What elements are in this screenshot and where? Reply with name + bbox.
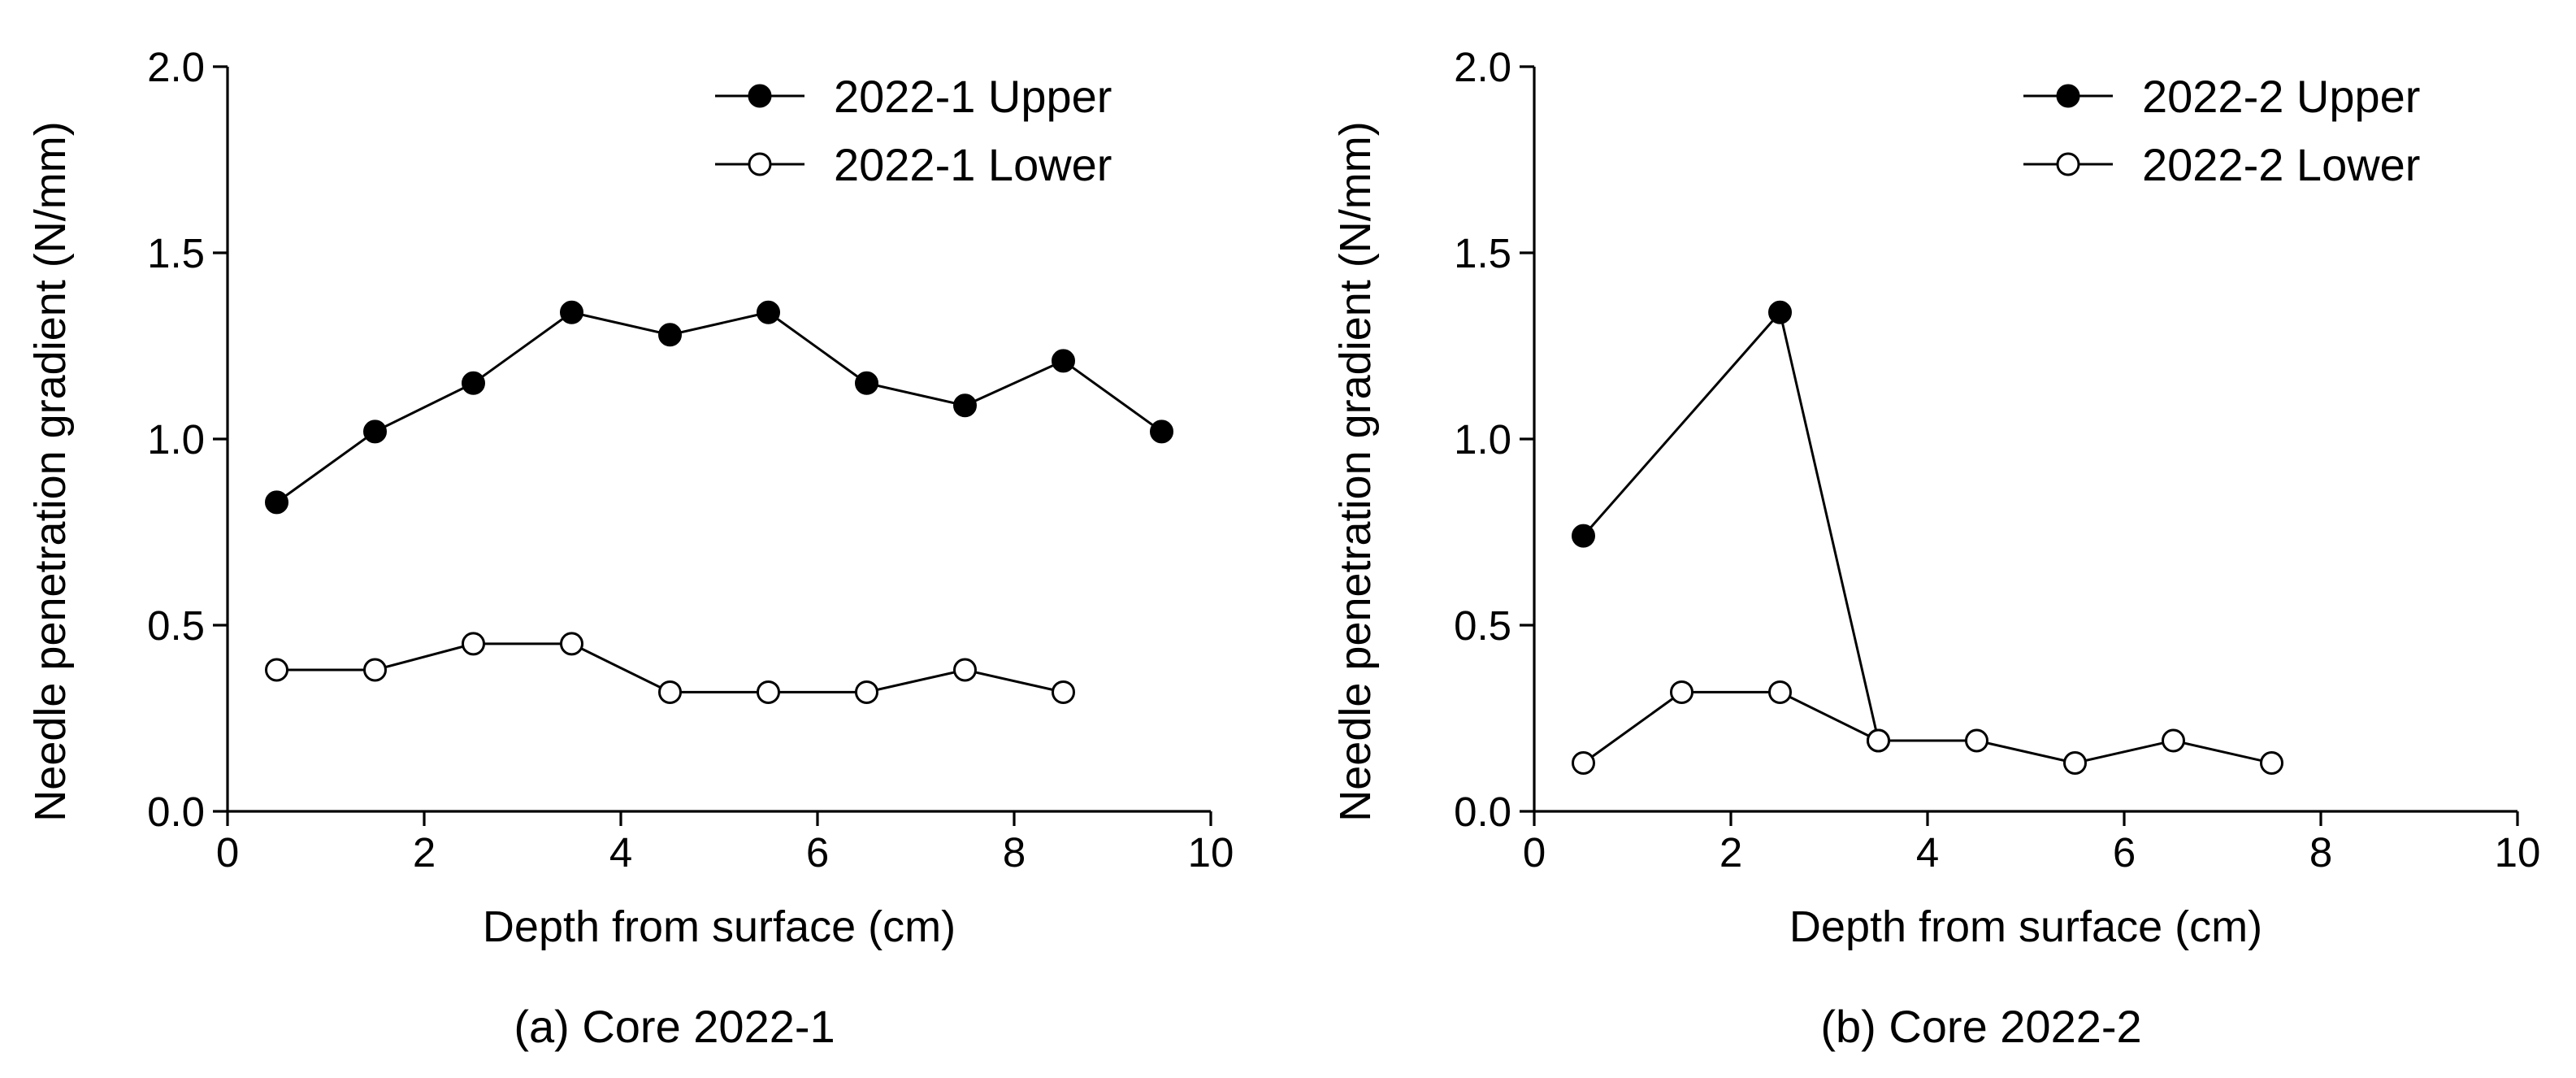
x-tick-label: 8 [2309,829,2332,876]
y-tick-label: 0.5 [147,602,205,649]
data-point-upper [1572,524,1595,548]
x-tick-label: 6 [806,829,829,876]
data-point-lower [855,680,878,704]
data-point-lower [953,658,977,682]
chart-panel-b: 0 2 4 6 8 10 0.0 0.5 1.0 1.5 2.0 Depth from surface… [1331,44,2540,1052]
data-point-upper [757,300,780,324]
data-point-lower [1052,680,1075,704]
x-tick-label: 0 [216,829,239,876]
data-point-upper [1150,419,1173,444]
data-point-lower [363,658,387,682]
y-axis-title: Needle penetration gradient (N/mm) [26,121,75,821]
y-tick-label: 0.0 [147,789,205,835]
legend-marker-lower [748,152,772,176]
data-point-lower [757,680,780,704]
data-point-lower [462,632,485,656]
y-tick-label: 0.5 [1454,602,1511,649]
data-point-lower [1670,680,1693,704]
data-point-upper [265,490,288,515]
data-point-upper [953,393,977,418]
legend-label-lower: 2022-2 Lower [2142,139,2420,190]
legend-label-upper: 2022-2 Upper [2142,71,2420,122]
y-tick-label: 1.5 [147,230,205,276]
data-point-lower [265,658,288,682]
y-tick-label: 2.0 [1454,44,1511,90]
panel-caption: (b) Core 2022-2 [1820,1001,2141,1052]
x-axis-title: Depth from surface (cm) [1789,902,2262,951]
legend-marker-upper [2056,84,2080,108]
data-point-lower [1572,750,1595,775]
chart-panel-a: 0 2 4 6 8 10 0.0 0.5 1.0 1.5 2.0 Depth from surface… [26,44,1234,1052]
x-tick-label: 4 [609,829,632,876]
legend-label-upper: 2022-1 Upper [834,71,1112,122]
data-point-upper [855,371,878,395]
data-point-upper [462,371,485,395]
data-point-upper [1768,300,1792,324]
y-tick-label: 0.0 [1454,789,1511,835]
data-point-upper [363,419,387,444]
x-tick-label: 4 [1916,829,1939,876]
data-point-lower [2063,750,2087,775]
x-tick-label: 6 [2113,829,2136,876]
y-axis-title: Needle penetration gradient (N/mm) [1331,121,1380,821]
data-point-lower [1768,680,1792,704]
data-point-upper [658,323,682,347]
data-point-lower [2162,728,2185,753]
data-point-lower [560,632,583,656]
series-line-upper [1582,310,1880,741]
x-tick-label: 10 [1188,829,1234,876]
x-tick-label: 2 [1720,829,1742,876]
data-point-lower [1867,728,1890,753]
y-tick-label: 2.0 [147,44,205,90]
data-point-lower [658,680,682,704]
y-tick-label: 1.0 [1454,416,1511,463]
x-tick-label: 2 [413,829,436,876]
data-point-lower [2260,750,2283,775]
series-line-upper [275,311,1163,504]
series-line-lower [1582,690,2272,765]
legend-marker-lower [2056,152,2080,176]
x-tick-label: 8 [1003,829,1026,876]
y-tick-label: 1.5 [1454,230,1511,276]
legend-marker-upper [748,84,772,108]
x-tick-label: 10 [2495,829,2541,876]
data-point-upper [560,300,583,324]
panel-caption: (a) Core 2022-1 [514,1001,835,1052]
x-axis-title: Depth from surface (cm) [483,902,956,951]
legend-label-lower: 2022-1 Lower [834,139,1112,190]
y-tick-label: 1.0 [147,416,205,463]
x-tick-label: 0 [1523,829,1546,876]
data-point-lower [1965,728,1988,753]
data-point-upper [1052,349,1075,373]
